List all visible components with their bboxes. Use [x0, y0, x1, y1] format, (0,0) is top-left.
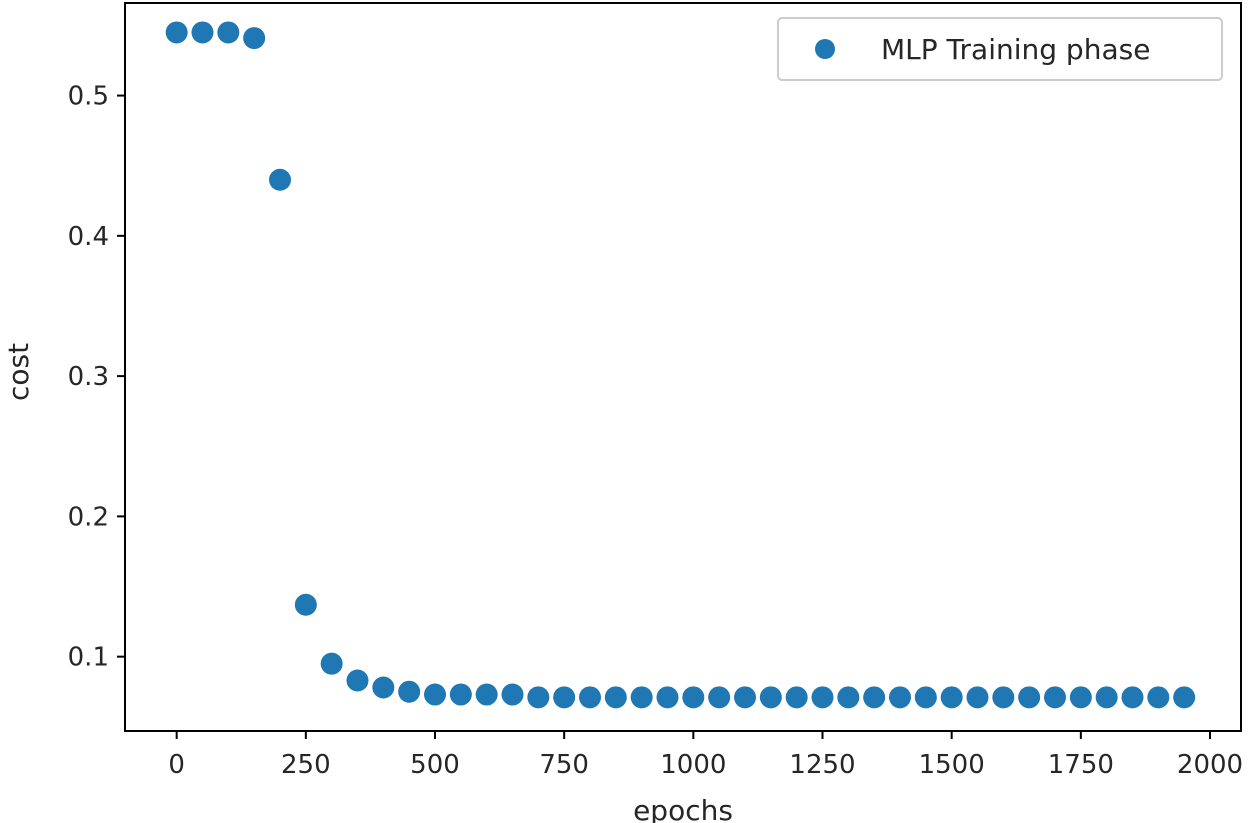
y-tick-label: 0.5: [68, 82, 109, 112]
x-tick-label: 500: [410, 750, 460, 780]
data-point: [1018, 686, 1041, 709]
data-point: [992, 686, 1015, 709]
data-point: [449, 683, 472, 706]
data-points: [165, 21, 1196, 709]
x-axis-label: epochs: [633, 794, 733, 823]
x-axis: 0 250 500 750 1000 1250 1500 1750 2000: [168, 731, 1243, 780]
data-point: [372, 676, 395, 699]
data-point: [708, 686, 731, 709]
data-point: [1147, 686, 1170, 709]
x-tick-label: 1750: [1048, 750, 1114, 780]
data-point: [759, 686, 782, 709]
data-point: [553, 686, 576, 709]
data-point: [320, 652, 343, 675]
legend-marker: [815, 39, 835, 59]
data-point: [1173, 686, 1196, 709]
data-point: [475, 683, 498, 706]
data-point: [217, 21, 240, 44]
data-point: [1069, 686, 1092, 709]
data-point: [914, 686, 937, 709]
y-tick-label: 0.2: [68, 502, 109, 532]
y-axis: 0.1 0.2 0.3 0.4 0.5: [68, 82, 125, 673]
data-point: [191, 21, 214, 44]
data-point: [1095, 686, 1118, 709]
data-point: [243, 27, 266, 50]
x-tick-label: 0: [168, 750, 185, 780]
legend-label: MLP Training phase: [881, 33, 1150, 66]
x-tick-label: 250: [281, 750, 331, 780]
x-tick-label: 2000: [1177, 750, 1243, 780]
data-point: [863, 686, 886, 709]
data-point: [785, 686, 808, 709]
x-tick-label: 1500: [919, 750, 985, 780]
data-point: [682, 686, 705, 709]
data-point: [940, 686, 963, 709]
data-point: [398, 680, 421, 703]
data-point: [527, 686, 550, 709]
legend-box: [777, 17, 1223, 81]
x-tick-label: 750: [539, 750, 589, 780]
data-point: [734, 686, 756, 709]
data-point: [889, 686, 911, 709]
data-point: [165, 21, 188, 44]
data-point: [579, 686, 601, 709]
plot-area: [124, 2, 1242, 732]
y-axis-label: cost: [2, 343, 35, 401]
y-tick-label: 0.4: [68, 222, 109, 252]
data-point: [1121, 686, 1144, 709]
data-point: [424, 683, 446, 706]
data-point: [604, 686, 627, 709]
data-point: [501, 683, 524, 706]
data-point: [656, 686, 679, 709]
data-point: [294, 593, 317, 616]
y-tick-label: 0.3: [68, 362, 109, 392]
y-tick-label: 0.1: [68, 643, 109, 673]
data-point: [346, 669, 369, 692]
data-point: [1044, 686, 1066, 709]
data-point: [837, 686, 860, 709]
data-point: [811, 686, 834, 709]
x-tick-label: 1000: [660, 750, 726, 780]
legend: MLP Training phase: [777, 17, 1223, 81]
data-point: [630, 686, 653, 709]
x-tick-label: 1250: [789, 750, 855, 780]
data-point: [269, 168, 291, 191]
data-point: [966, 686, 989, 709]
